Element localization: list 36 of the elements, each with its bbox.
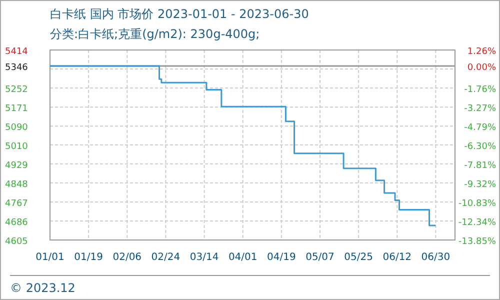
y2-tick-label: -6.30% xyxy=(464,142,496,152)
y2-tick-label: -3.27% xyxy=(464,104,496,114)
y2-tick-label: -7.81% xyxy=(464,161,496,172)
y-tick-label: 5010 xyxy=(5,142,28,152)
y-tick-label: 4767 xyxy=(5,198,28,209)
x-tick-label: 04/19 xyxy=(267,252,296,263)
y2-tick-label: -13.85% xyxy=(458,237,496,247)
y-tick-label: 4929 xyxy=(5,160,28,171)
y2-tick-label: -12.34% xyxy=(458,218,496,228)
text: © 2023.12 xyxy=(10,281,76,295)
x-tick-label: 01/01 xyxy=(36,252,64,263)
y2-tick-label: 0.00% xyxy=(467,62,496,73)
x-tick-label: 04/01 xyxy=(228,252,258,263)
y2-tick-label: 1.26% xyxy=(467,47,496,57)
x-tick-label: 03/14 xyxy=(190,252,219,263)
y-tick-label: 5414 xyxy=(5,47,28,57)
y2-tick-label: -9.32% xyxy=(464,180,496,190)
ref-line-label: 5346 xyxy=(5,62,28,73)
chart-title: 白卡纸 国内 市场价 2023-01-01 - 2023-06-30 xyxy=(50,7,309,21)
x-tick-label: 05/07 xyxy=(306,252,334,263)
y2-tick-label: -4.79% xyxy=(464,123,496,134)
y-tick-label: 5171 xyxy=(5,104,28,114)
y-tick-label: 4848 xyxy=(5,180,28,190)
x-tick-label: 01/19 xyxy=(74,252,103,263)
y-tick-label: 5090 xyxy=(5,123,28,134)
y2-tick-label: -10.83% xyxy=(458,199,496,210)
y-tick-label: 4686 xyxy=(5,218,28,228)
x-tick-label: 05/25 xyxy=(344,252,373,263)
y-tick-label: 4605 xyxy=(5,237,28,247)
x-tick-label: 02/06 xyxy=(112,252,142,263)
chart-subtitle: 分类:白卡纸;克重(g/m2): 230g-400g; xyxy=(50,27,260,41)
x-tick-label: 02/24 xyxy=(151,252,180,263)
x-tick-label: 06/12 xyxy=(382,252,412,263)
y-tick-label: 5252 xyxy=(5,85,28,96)
y2-tick-label: -1.76% xyxy=(464,84,496,95)
x-tick-label: 06/30 xyxy=(421,252,450,263)
